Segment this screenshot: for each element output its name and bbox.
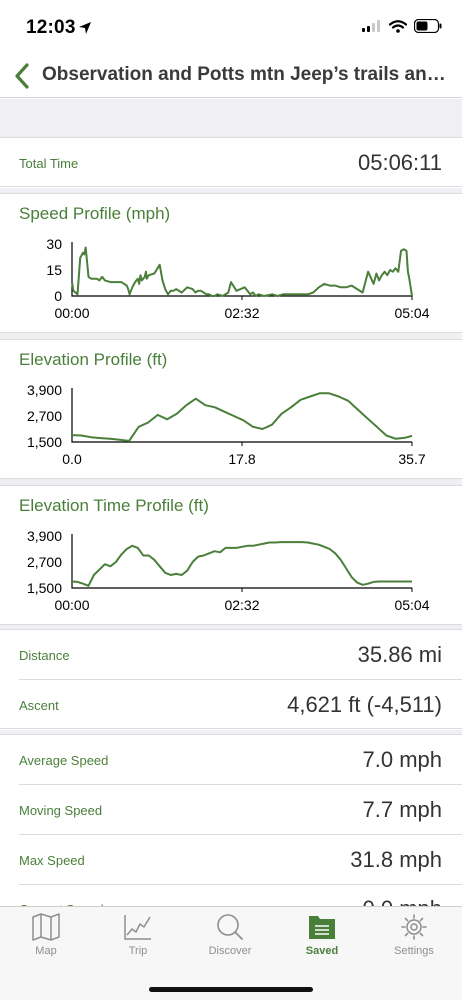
average-speed-value: 7.0 mph bbox=[362, 747, 443, 772]
y-tick-label: 15 bbox=[46, 262, 62, 278]
elevation-time-profile-chart: 3,900 2,700 1,500 00:00 02:32 05:04 bbox=[27, 528, 430, 613]
tab-trip[interactable]: Trip bbox=[92, 913, 184, 973]
trip-chart-icon bbox=[124, 915, 151, 940]
elevation-time-profile-card: Elevation Time Profile (ft) 3,900 2,700 … bbox=[0, 485, 462, 625]
map-icon bbox=[32, 913, 60, 941]
status-time: 12:03 bbox=[26, 17, 76, 38]
section-spacer bbox=[0, 333, 462, 339]
series-line bbox=[71, 541, 412, 587]
x-tick-label: 02:32 bbox=[224, 305, 259, 321]
max-speed-label: Max Speed bbox=[19, 853, 85, 868]
ascent-label: Ascent bbox=[19, 698, 59, 713]
back-chevron-icon[interactable] bbox=[10, 60, 34, 92]
tab-saved[interactable]: Saved bbox=[276, 913, 368, 973]
elevation-profile-card: Elevation Profile (ft) 3,900 2,700 1,500… bbox=[0, 339, 462, 479]
chart-axis bbox=[71, 534, 412, 589]
tab-label: Settings bbox=[394, 945, 434, 957]
chart-axis bbox=[71, 242, 412, 297]
y-tick-label: 30 bbox=[46, 236, 62, 252]
elevation-profile-title: Elevation Profile (ft) bbox=[19, 350, 168, 369]
speed-profile-title: Speed Profile (mph) bbox=[19, 204, 171, 223]
status-icons bbox=[362, 19, 442, 33]
series-line bbox=[71, 392, 413, 442]
x-tick-label: 05:04 bbox=[394, 305, 429, 321]
page-title: Observation and Potts mtn Jeep’s trails … bbox=[42, 64, 452, 85]
row-divider bbox=[19, 679, 462, 680]
moving-speed-value: 7.7 mph bbox=[362, 797, 443, 822]
x-tick-label: 00:00 bbox=[54, 305, 89, 321]
row-divider bbox=[19, 884, 462, 885]
tab-label: Trip bbox=[128, 945, 148, 957]
series-line bbox=[71, 246, 413, 297]
row-divider bbox=[19, 834, 462, 835]
speed-profile-card: Speed Profile (mph) 30 15 0 00:00 02:32 … bbox=[0, 193, 462, 333]
elevation-profile-chart: 3,900 2,700 1,500 0.0 17.8 35.7 bbox=[27, 382, 426, 467]
x-tick-label: 0.0 bbox=[62, 451, 82, 467]
wifi-icon bbox=[389, 19, 407, 33]
y-tick-label: 1,500 bbox=[27, 434, 62, 450]
y-tick-label: 0 bbox=[54, 288, 62, 304]
speed-stats-group: Average Speed 7.0 mph Moving Speed 7.7 m… bbox=[0, 734, 462, 921]
saved-folder-icon bbox=[309, 916, 335, 939]
distance-ascent-group: Distance 35.86 mi Ascent 4,621 ft (-4,51… bbox=[0, 629, 462, 729]
tab-settings[interactable]: Settings bbox=[368, 913, 460, 973]
y-tick-label: 1,500 bbox=[27, 580, 62, 596]
total-time-label: Total Time bbox=[19, 156, 79, 171]
navigation-bar: Observation and Potts mtn Jeep’s trails … bbox=[0, 54, 462, 98]
speed-profile-chart: 30 15 0 00:00 02:32 05:04 bbox=[46, 236, 429, 321]
x-tick-label: 35.7 bbox=[398, 451, 425, 467]
home-indicator bbox=[149, 987, 313, 992]
distance-value: 35.86 mi bbox=[357, 642, 442, 667]
row-divider bbox=[19, 784, 462, 785]
distance-label: Distance bbox=[19, 648, 70, 663]
total-time-value: 05:06:11 bbox=[357, 150, 442, 175]
settings-gear-icon bbox=[401, 914, 427, 940]
tab-discover[interactable]: Discover bbox=[184, 913, 276, 973]
average-speed-label: Average Speed bbox=[19, 753, 109, 768]
x-tick-label: 17.8 bbox=[228, 451, 255, 467]
cellular-signal-icon bbox=[362, 20, 380, 32]
max-speed-value: 31.8 mph bbox=[350, 847, 442, 872]
section-spacer bbox=[0, 188, 462, 193]
status-bar: 12:03 bbox=[0, 0, 462, 54]
moving-speed-label: Moving Speed bbox=[19, 803, 103, 818]
elevation-time-profile-title: Elevation Time Profile (ft) bbox=[19, 496, 209, 515]
tab-label: Map bbox=[35, 945, 57, 957]
y-tick-label: 2,700 bbox=[27, 554, 62, 570]
location-arrow-icon bbox=[79, 22, 91, 34]
chart-axis bbox=[71, 388, 412, 443]
section-spacer bbox=[0, 479, 462, 485]
tab-label: Saved bbox=[305, 945, 339, 957]
y-tick-label: 2,700 bbox=[27, 408, 62, 424]
total-time-row: Total Time 05:06:11 bbox=[0, 137, 462, 187]
ascent-value: 4,621 ft (-4,511) bbox=[287, 692, 442, 717]
x-tick-label: 00:00 bbox=[54, 597, 89, 613]
battery-icon bbox=[414, 19, 442, 33]
x-tick-label: 02:32 bbox=[224, 597, 259, 613]
section-spacer bbox=[0, 99, 462, 137]
tab-map[interactable]: Map bbox=[0, 913, 92, 973]
x-tick-label: 05:04 bbox=[394, 597, 429, 613]
section-spacer bbox=[0, 625, 462, 629]
discover-search-icon bbox=[217, 914, 243, 940]
tab-bar: Map Trip Discover Saved bbox=[0, 906, 462, 1000]
y-tick-label: 3,900 bbox=[27, 528, 62, 544]
y-tick-label: 3,900 bbox=[27, 382, 62, 398]
tab-label: Discover bbox=[208, 945, 252, 957]
section-spacer bbox=[0, 730, 462, 734]
